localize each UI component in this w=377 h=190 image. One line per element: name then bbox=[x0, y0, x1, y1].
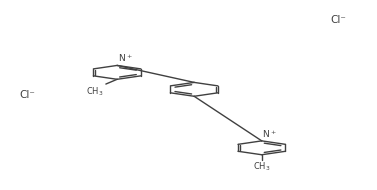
Text: Cl⁻: Cl⁻ bbox=[331, 15, 347, 25]
Text: CH$_3$: CH$_3$ bbox=[253, 160, 271, 173]
Text: N$^+$: N$^+$ bbox=[118, 53, 133, 64]
Text: Cl⁻: Cl⁻ bbox=[19, 90, 35, 100]
Text: CH$_3$: CH$_3$ bbox=[86, 85, 104, 97]
Text: N$^+$: N$^+$ bbox=[262, 128, 277, 140]
